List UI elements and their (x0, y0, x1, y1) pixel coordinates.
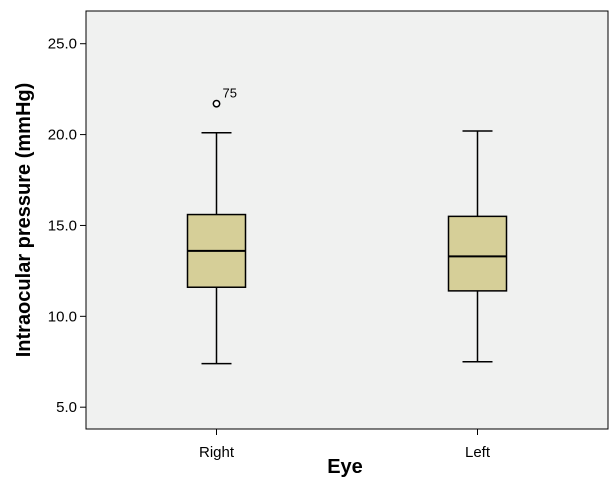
x-tick-label: Right (199, 444, 235, 461)
box-left (447, 130, 508, 363)
x-tick-label: Left (465, 444, 491, 461)
iqr-box (447, 215, 508, 292)
outlier-point (212, 99, 221, 108)
y-tick-label: 10.0 (48, 308, 77, 325)
y-tick-label: 5.0 (56, 399, 77, 416)
y-tick-label: 20.0 (48, 127, 77, 144)
plot-area (85, 10, 609, 430)
y-axis-title: Intraocular pressure (mmHg) (13, 83, 35, 358)
box-right: 75 (186, 86, 247, 365)
y-tick-label: 25.0 (48, 36, 77, 53)
outlier-label: 75 (223, 86, 237, 101)
y-tick-label: 15.0 (48, 217, 77, 234)
x-axis-title: Eye (327, 456, 363, 478)
